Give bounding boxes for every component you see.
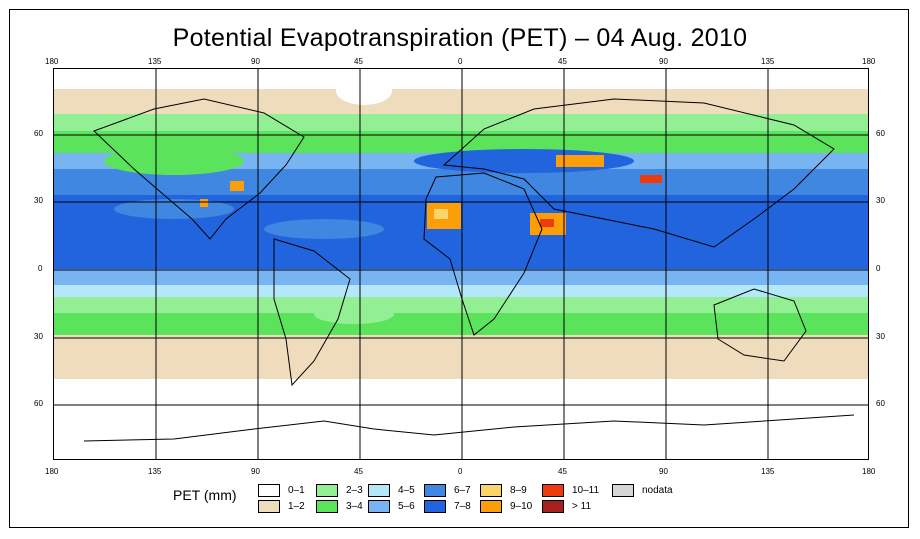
legend-label: 1–2 <box>288 501 305 512</box>
legend-item: > 11 <box>542 500 591 513</box>
map-title: Potential Evapotranspiration (PET) – 04 … <box>172 24 748 52</box>
legend-label: 0–1 <box>288 485 305 496</box>
hotspot-taklimakan <box>640 175 662 183</box>
legend-item: 3–4 <box>316 500 363 513</box>
lon-tick-bottom: 45 <box>354 467 363 476</box>
legend-item: 6–7 <box>424 484 471 497</box>
lon-tick-bottom: 90 <box>659 467 668 476</box>
lat-tick-right: 60 <box>876 129 885 138</box>
lon-tick-bottom: 135 <box>148 467 162 476</box>
legend-item: nodata <box>612 484 673 497</box>
legend-item: 4–5 <box>368 484 415 497</box>
coast-australia <box>713 288 807 362</box>
polar-band-south <box>54 379 868 459</box>
coast-north-america <box>93 98 305 240</box>
lat-tick-right: 30 <box>876 332 885 341</box>
graticule <box>54 69 868 459</box>
lon-tick-top: 135 <box>148 57 162 66</box>
legend-swatch <box>258 500 280 513</box>
legend-item: 8–9 <box>480 484 527 497</box>
lon-tick-bottom: 0 <box>458 467 463 476</box>
legend-label: > 11 <box>572 501 591 512</box>
lon-tick-top: 135 <box>761 57 775 66</box>
greenland <box>336 77 392 105</box>
legend-swatch <box>368 500 390 513</box>
lon-tick-bottom: 180 <box>862 467 876 476</box>
lon-tick-bottom: 180 <box>45 467 59 476</box>
legend-swatch <box>424 484 446 497</box>
hotspot-sahara-core <box>434 209 448 219</box>
coast-antarctica <box>83 414 855 442</box>
lon-tick-top: 90 <box>659 57 668 66</box>
lon-tick-top: 0 <box>458 57 463 66</box>
lon-tick-top: 90 <box>251 57 260 66</box>
legend-swatch <box>316 484 338 497</box>
lon-tick-bottom: 135 <box>761 467 775 476</box>
legend-label: 4–5 <box>398 485 415 496</box>
hotspot-central-asia <box>556 155 604 167</box>
legend-swatch <box>480 500 502 513</box>
legend-item: 10–11 <box>542 484 599 497</box>
lat-tick-left: 30 <box>34 332 43 341</box>
hotspot-us-southwest <box>230 181 244 191</box>
lon-tick-top: 45 <box>354 57 363 66</box>
patch-atlantic <box>264 219 384 239</box>
legend-item: 2–3 <box>316 484 363 497</box>
legend-item: 7–8 <box>424 500 471 513</box>
legend-swatch <box>612 484 634 497</box>
legend-label: 3–4 <box>346 501 363 512</box>
lat-tick-left: 60 <box>34 399 43 408</box>
legend-item: 0–1 <box>258 484 305 497</box>
lat-tick-right: 30 <box>876 196 885 205</box>
lat-tick-left: 60 <box>34 129 43 138</box>
legend-item: 1–2 <box>258 500 305 513</box>
band-1-2-south <box>54 335 868 379</box>
lon-tick-bottom: 45 <box>558 467 567 476</box>
patch-south-atlantic <box>314 304 394 324</box>
legend-swatch <box>424 500 446 513</box>
legend-title: PET (mm) <box>173 487 237 503</box>
legend-swatch <box>542 500 564 513</box>
lon-tick-top: 180 <box>862 57 876 66</box>
lon-tick-top: 180 <box>45 57 59 66</box>
lat-tick-left: 30 <box>34 196 43 205</box>
legend-swatch <box>258 484 280 497</box>
hotspot-arabia-core <box>540 219 554 227</box>
pet-map <box>53 68 869 460</box>
coast-africa <box>423 172 543 336</box>
legend-label: 7–8 <box>454 501 471 512</box>
legend-swatch <box>480 484 502 497</box>
legend-label: 6–7 <box>454 485 471 496</box>
legend-item: 9–10 <box>480 500 532 513</box>
legend-swatch <box>316 500 338 513</box>
legend-label: 2–3 <box>346 485 363 496</box>
lon-tick-top: 45 <box>558 57 567 66</box>
legend-label: nodata <box>642 485 673 496</box>
legend-swatch <box>368 484 390 497</box>
legend-swatch <box>542 484 564 497</box>
legend-label: 10–11 <box>572 485 600 496</box>
lat-tick-right: 60 <box>876 399 885 408</box>
legend-label: 9–10 <box>510 501 533 512</box>
lat-tick-left: 0 <box>38 264 43 273</box>
lon-tick-bottom: 90 <box>251 467 260 476</box>
legend-item: 5–6 <box>368 500 415 513</box>
lat-tick-right: 0 <box>876 264 881 273</box>
legend-label: 5–6 <box>398 501 415 512</box>
map-canvas <box>54 69 868 459</box>
hotspot-mexico <box>200 199 208 207</box>
coast-south-america <box>273 238 351 387</box>
legend-label: 8–9 <box>510 485 527 496</box>
figure-frame <box>9 9 909 528</box>
coast-eurasia <box>442 98 835 248</box>
patch-canada <box>104 147 244 175</box>
